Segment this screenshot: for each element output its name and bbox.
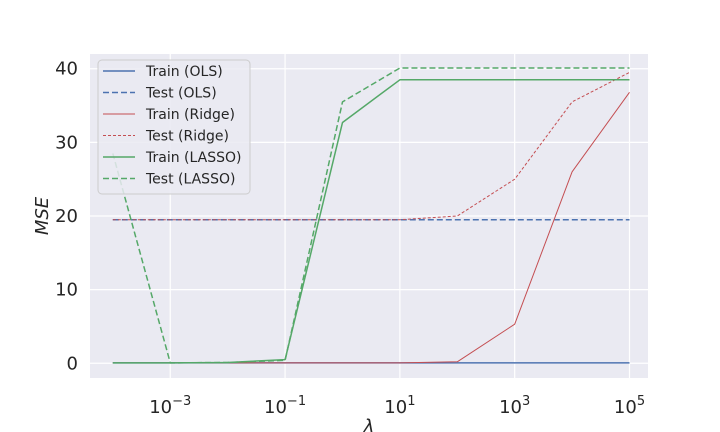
x-tick-label: 10−3: [149, 394, 191, 418]
series-line-test-lasso: [112, 67, 630, 364]
legend-label: Train (Ridge): [145, 107, 235, 123]
legend-box: [97, 59, 251, 195]
y-tick-label: 10: [55, 280, 78, 301]
x-tick-label: 105: [614, 394, 645, 418]
y-axis-label: MSE: [32, 196, 53, 235]
y-tick-label: 40: [55, 59, 78, 80]
series-line-test-ridge: [112, 71, 630, 221]
legend-label: Train (LASSO): [145, 150, 241, 166]
x-tick-label: 10−1: [264, 394, 306, 418]
legend-label: Train (OLS): [145, 64, 223, 80]
x-tick-label: 103: [499, 394, 530, 418]
x-tick-label: 101: [384, 394, 415, 418]
x-tick-labels: 10−3 10−1 101 103 105: [149, 394, 645, 418]
legend: Train (OLS) Test (OLS) Train (Ridge) Test (…: [97, 59, 251, 195]
series-lines: [112, 67, 630, 364]
legend-label: Test (Ridge): [145, 129, 229, 145]
y-tick-label: 0: [67, 353, 78, 374]
y-tick-label: 20: [55, 206, 78, 227]
y-tick-label: 30: [55, 132, 78, 153]
x-axis-label: λ: [363, 416, 375, 432]
legend-label: Test (LASSO): [145, 172, 235, 188]
y-tick-labels: 0 10 20 30 40: [55, 59, 78, 375]
legend-label: Test (OLS): [145, 86, 217, 102]
